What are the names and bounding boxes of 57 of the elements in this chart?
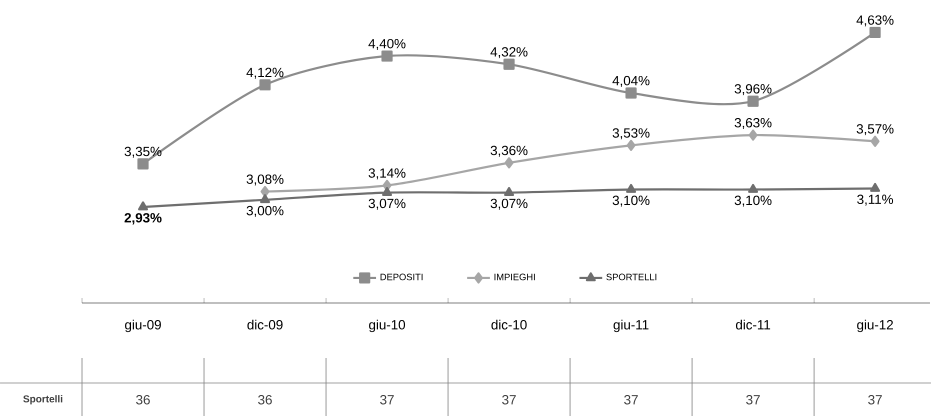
data-label: 36 — [136, 395, 150, 404]
point — [870, 136, 880, 147]
point — [625, 87, 637, 99]
data-label: 37 — [624, 395, 638, 404]
data-label: 4,12% — [246, 68, 284, 79]
x-tick-label: giu-09 — [125, 320, 161, 332]
x-tick-label: dic-11 — [736, 320, 770, 330]
data-label: 3,10% — [734, 196, 772, 207]
legend-label: SPORTELLI — [606, 274, 656, 280]
data-label: 3,07% — [490, 198, 528, 210]
data-label: 4,04% — [612, 76, 650, 87]
data-label: 37 — [502, 395, 516, 404]
x-tick-label: dic-10 — [491, 320, 527, 330]
data-label: 3,36% — [490, 146, 528, 157]
data-label: 3,10% — [612, 196, 650, 207]
point — [137, 158, 149, 170]
point — [259, 79, 271, 90]
point — [138, 201, 148, 210]
x-tick-label: giu-10 — [369, 320, 406, 332]
data-label: 4,32% — [490, 47, 528, 58]
point — [504, 157, 514, 168]
point — [626, 140, 636, 151]
data-label: 3,96% — [734, 84, 772, 96]
point — [260, 186, 270, 198]
data-label: 3,57% — [856, 124, 894, 136]
data-label: 3,08% — [246, 174, 284, 186]
point — [870, 182, 880, 192]
point — [748, 184, 758, 193]
data-label: 37 — [868, 395, 882, 404]
point — [748, 130, 758, 141]
point — [382, 187, 392, 196]
data-label: 37 — [380, 395, 394, 404]
point — [869, 26, 881, 38]
legend-label: DEPOSITI — [380, 274, 423, 280]
text: Sportelli — [23, 395, 62, 404]
data-label: 3,35% — [124, 146, 162, 158]
data-label: 37 — [746, 395, 760, 404]
data-label: 3,63% — [734, 118, 772, 130]
legend-label: IMPIEGHI — [494, 274, 535, 280]
point — [626, 184, 636, 193]
point — [747, 96, 759, 107]
data-label: 3,11% — [857, 194, 894, 206]
data-label: 36 — [258, 395, 272, 404]
point — [381, 50, 393, 62]
data-label: 4,63% — [856, 15, 894, 26]
point — [504, 187, 514, 196]
data-label: 2,93% — [124, 213, 162, 224]
x-tick-label: giu-11 — [614, 320, 648, 332]
data-label: 3,07% — [368, 198, 406, 210]
data-label: 3,00% — [246, 206, 284, 217]
data-label: 3,14% — [368, 168, 406, 180]
x-tick-label: dic-09 — [247, 320, 283, 330]
x-tick-label: giu-12 — [857, 320, 893, 332]
point — [260, 194, 270, 204]
data-label: 4,40% — [368, 38, 406, 50]
data-label: 3,53% — [612, 128, 650, 140]
point — [503, 58, 515, 70]
